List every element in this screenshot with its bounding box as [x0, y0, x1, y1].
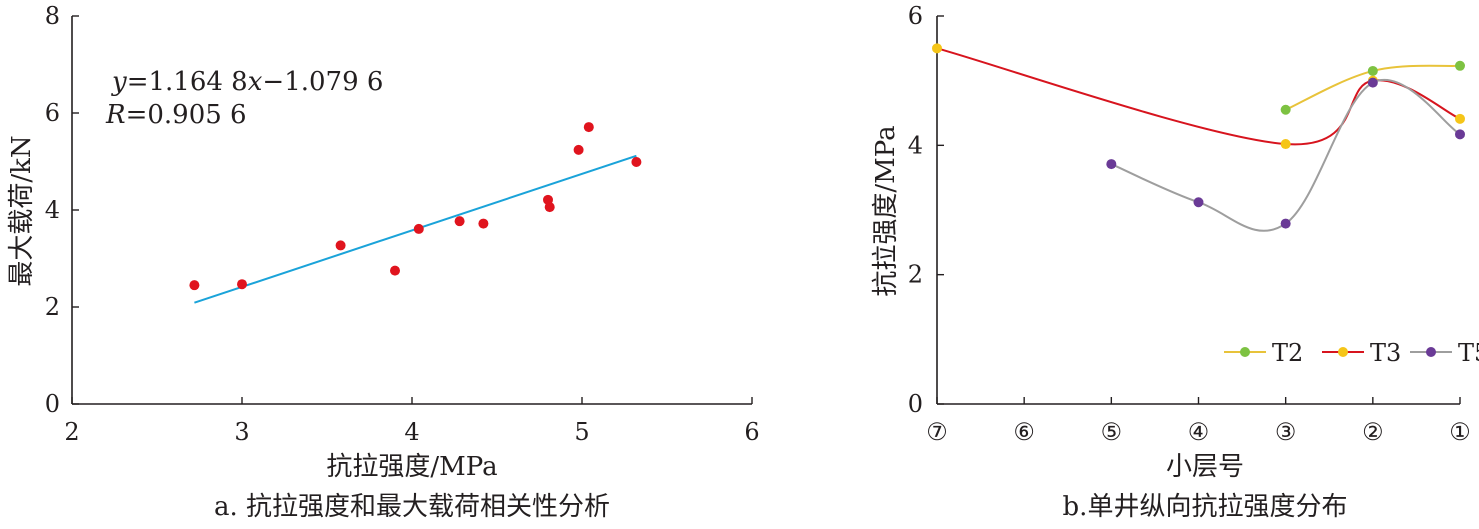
eq-coef: =1.164 8 [127, 67, 248, 97]
eq-r-var: R [105, 100, 126, 130]
chart-b-y-tick-label: 0 [908, 390, 923, 418]
chart-a-y-tick-label: 8 [45, 2, 60, 30]
chart-b-legend-item: T3 [1322, 339, 1401, 367]
chart-a-data-point [454, 216, 465, 227]
chart-b-legend-item: T2 [1224, 339, 1303, 367]
chart-b-series-t5 [1106, 77, 1465, 232]
chart-a-y-tick-label: 2 [45, 293, 60, 321]
chart-b-x-ticks: ⑦ ⑥ ⑤ ④ ③ ② ① [926, 397, 1471, 446]
chart-b-line: 0 2 4 6 ⑦ ⑥ ⑤ ④ ③ ② ① T2 T3 T5 抗拉强度/MPa 小层号 b.单井纵向抗… [871, 2, 1479, 522]
chart-b-series-marker [1455, 129, 1465, 140]
chart-a-data-point [573, 144, 584, 155]
chart-a-x-ticks: 2 3 4 5 6 [64, 397, 760, 446]
chart-a-x-axis-label: 抗拉强度/MPa [326, 452, 497, 482]
chart-a-y-tick-label: 6 [45, 99, 60, 127]
chart-b-series-marker [1367, 65, 1378, 76]
chart-b-legend-label: T3 [1370, 339, 1401, 367]
chart-a-x-tick-label: 3 [234, 418, 249, 446]
chart-b-series-marker [1367, 77, 1378, 88]
chart-b-y-tick-label: 2 [908, 261, 923, 289]
chart-b-legend-marker [1426, 347, 1436, 357]
chart-b-series-marker [1280, 218, 1291, 229]
chart-b-legend-marker [1338, 347, 1348, 357]
chart-b-y-tick-label: 4 [908, 131, 923, 159]
chart-b-legend: T2 T3 T5 [1224, 339, 1479, 367]
chart-b-caption: b.单井纵向抗拉强度分布 [1063, 492, 1348, 522]
chart-b-x-tick-label: ③ [1275, 418, 1297, 446]
chart-a-data-point [237, 279, 247, 290]
chart-a-data-point [631, 156, 642, 167]
chart-a-data-point [583, 122, 594, 133]
chart-a-data-point [189, 280, 200, 291]
chart-b-series-marker [1193, 197, 1204, 208]
chart-a-data-point [544, 202, 555, 213]
chart-b-x-tick-label: ⑥ [1013, 418, 1035, 446]
chart-a-data-point [335, 240, 346, 251]
chart-a-r-value: R=0.905 6 [105, 100, 247, 130]
chart-b-legend-label: T5 [1458, 339, 1479, 367]
chart-a-y-ticks: 0 2 4 6 8 [45, 2, 79, 418]
chart-b-x-tick-label: ① [1449, 418, 1471, 446]
chart-a-x-tick-label: 5 [574, 418, 589, 446]
chart-a-caption: a. 抗拉强度和最大载荷相关性分析 [214, 492, 610, 522]
chart-b-series-marker [1106, 159, 1117, 170]
chart-b-series-line [1110, 79, 1461, 232]
chart-a-data-point [390, 265, 400, 276]
chart-b-x-tick-label: ⑦ [926, 418, 948, 446]
chart-a-data-point [413, 223, 424, 234]
chart-a-x-tick-label: 4 [404, 418, 419, 446]
chart-b-legend-marker [1240, 347, 1250, 357]
chart-b-series-marker [932, 43, 942, 54]
chart-b-series-marker [1455, 113, 1465, 124]
chart-b-x-axis-label: 小层号 [1166, 452, 1244, 482]
chart-a-y-axis-label: 最大载荷/kN [7, 135, 37, 286]
chart-b-series [932, 43, 1465, 232]
chart-b-legend-item: T5 [1410, 339, 1479, 367]
chart-b-x-tick-label: ④ [1188, 418, 1210, 446]
chart-a-data-point [478, 218, 489, 229]
chart-b-series-marker [1280, 104, 1291, 115]
chart-b-y-ticks: 0 2 4 6 [908, 2, 944, 418]
chart-b-series-t3 [932, 43, 1465, 150]
chart-a-equation: y=1.164 8x−1.079 6 [111, 67, 383, 97]
eq-y-var: y [111, 67, 127, 97]
chart-b-series-marker [1455, 60, 1465, 71]
chart-a-points [189, 122, 642, 291]
chart-b-y-axis-label: 抗拉强度/MPa [871, 125, 901, 296]
chart-a-y-tick-label: 4 [45, 196, 60, 224]
chart-b-legend-label: T2 [1272, 339, 1303, 367]
eq-r-val: =0.905 6 [126, 100, 247, 130]
chart-b-series-marker [1280, 139, 1291, 150]
chart-b-series-t2 [1280, 60, 1465, 115]
chart-b-series-line [936, 47, 1461, 146]
chart-a-x-tick-label: 2 [64, 418, 79, 446]
eq-x-var: x [248, 67, 263, 97]
chart-b-y-tick-label: 6 [908, 2, 923, 30]
chart-a-x-tick-label: 6 [744, 418, 759, 446]
chart-b-x-tick-label: ② [1362, 418, 1384, 446]
eq-intercept: −1.079 6 [262, 67, 383, 97]
chart-a-y-tick-label: 0 [45, 390, 60, 418]
chart-b-x-tick-label: ⑤ [1101, 418, 1123, 446]
